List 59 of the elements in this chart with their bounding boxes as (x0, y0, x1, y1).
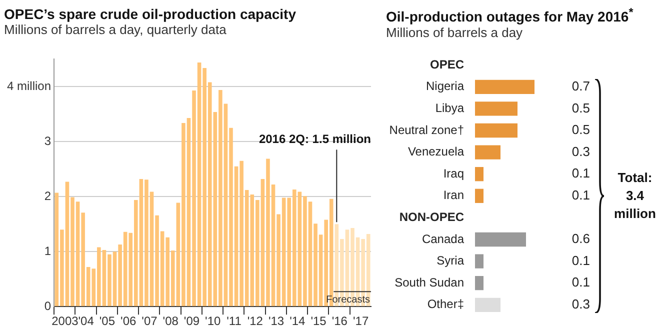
data-label: 0.1 (572, 165, 590, 180)
y-tick-label: Libya (435, 100, 464, 115)
bar (475, 297, 500, 312)
y-tick-label: NON-OPEC (399, 210, 464, 224)
data-label: 0.6 (572, 230, 590, 246)
y-tick-label: 1 (44, 244, 52, 258)
y-tick-label: OPEC (430, 57, 464, 72)
data-label: 0.1 (572, 252, 590, 268)
x-tick-label: '05 (99, 314, 116, 328)
y-tick-label: 2 (44, 188, 52, 203)
x-tick-label: '16 (332, 314, 348, 328)
y-tick-label: Nigeria (426, 78, 464, 93)
x-tick-label: '11 (226, 314, 242, 328)
x-tick-label: '07 (142, 314, 158, 328)
x-tick-label: '09 (184, 314, 200, 328)
y-tick-label: Iraq (443, 166, 464, 180)
data-label: 0.5 (572, 122, 590, 137)
x-tick-label: '06 (120, 314, 136, 328)
x-tick-label: '12 (247, 314, 264, 328)
data-label: 0.3 (572, 296, 590, 312)
x-tick-label: '04 (78, 314, 94, 328)
annotation: 2016 2Q: 1.5 million (258, 132, 371, 146)
chart-title: Oil-production outages for May 2016$^{*}$ (386, 6, 634, 25)
bar (475, 188, 484, 203)
y-tick-label: Syria (436, 253, 464, 268)
x-tick-label: '17 (352, 314, 369, 328)
text: Total: 3.4 million (613, 168, 657, 223)
bar (475, 123, 518, 138)
x-tick-label: '10 (205, 314, 222, 328)
y-tick-label: Iran (443, 188, 464, 202)
data-label: 0.7 (572, 78, 590, 94)
chart-title: OPEC’s spare crude oil-production capacity (4, 6, 297, 22)
bar (475, 276, 484, 290)
x-tick-label: '15 (310, 314, 327, 328)
bar (475, 101, 518, 116)
chart-subtitle: Millions of barrels a day (386, 24, 524, 40)
y-tick-label: Canada (422, 231, 464, 246)
y-tick-label: South Sudan (394, 275, 464, 290)
data-label: 0.3 (572, 144, 590, 159)
data-label: 0.1 (572, 187, 590, 202)
y-tick-label: Neutral zone† (389, 122, 464, 136)
bar (475, 254, 484, 268)
bar (475, 79, 534, 94)
x-tick-label: '14 (290, 314, 306, 328)
y-tick-label: 0 (44, 298, 52, 313)
chart-subtitle: Millions of barrels a day, quarterly data (4, 22, 228, 37)
data-label: 0.5 (572, 100, 590, 115)
annotation: Forecasts (326, 294, 370, 306)
x-tick-label: '08 (162, 314, 179, 328)
x-tick-label: 2003 (52, 314, 79, 328)
y-tick-label: 4 million (7, 79, 52, 93)
bar (475, 144, 500, 160)
x-tick-label: '13 (268, 314, 284, 328)
bar (475, 166, 484, 181)
data-label: 0.1 (572, 274, 590, 290)
y-tick-label: Venezuela (408, 144, 464, 158)
bar (475, 232, 526, 246)
y-tick-label: Other‡ (427, 296, 464, 311)
y-tick-label: 3 (44, 134, 52, 148)
